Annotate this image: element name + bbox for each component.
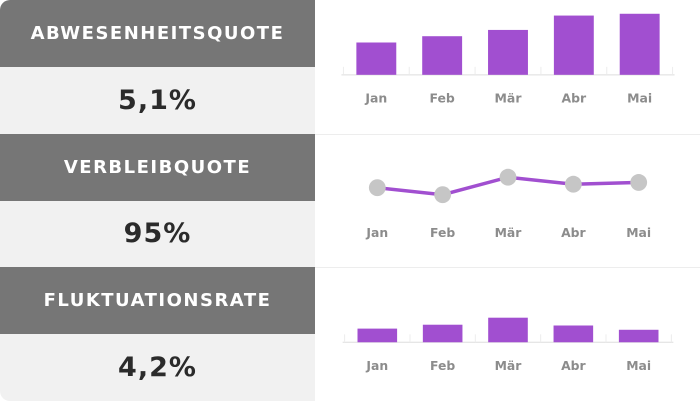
svg-text:Mär: Mär bbox=[495, 359, 523, 373]
svg-text:Feb: Feb bbox=[429, 91, 454, 106]
svg-text:Jan: Jan bbox=[365, 226, 388, 240]
retention-line-chart: Jan Feb Mär Abr Mai bbox=[315, 133, 700, 268]
kpi-title-turnover-rate: FLUKTUATIONSRATE bbox=[0, 267, 315, 335]
kpi-panel-absence: ABWESENHEITSQUOTE 5,1% bbox=[0, 0, 315, 134]
svg-text:Abr: Abr bbox=[561, 359, 586, 373]
svg-text:Jan: Jan bbox=[365, 359, 388, 373]
kpi-value-retention-rate: 95% bbox=[0, 200, 315, 268]
svg-text:Abr: Abr bbox=[561, 226, 586, 240]
kpi-panel-turnover: FLUKTUATIONSRATE 4,2% bbox=[0, 267, 315, 401]
kpi-panel-retention: VERBLEIBQUOTE 95% bbox=[0, 133, 315, 268]
svg-text:Feb: Feb bbox=[430, 226, 455, 240]
svg-text:Mai: Mai bbox=[626, 226, 651, 240]
svg-text:Mär: Mär bbox=[495, 91, 523, 106]
kpi-row-absence: ABWESENHEITSQUOTE 5,1% Jan Feb Mär Abr Mai bbox=[0, 0, 700, 134]
kpi-title-absence-rate: ABWESENHEITSQUOTE bbox=[0, 0, 315, 67]
kpi-value-turnover-rate: 4,2% bbox=[0, 334, 315, 401]
kpi-title-retention-rate: VERBLEIBQUOTE bbox=[0, 133, 315, 201]
kpi-value-absence-rate: 5,1% bbox=[0, 66, 315, 134]
absence-bar-chart: Jan Feb Mär Abr Mai bbox=[315, 0, 700, 134]
svg-text:Jan: Jan bbox=[364, 91, 387, 106]
svg-text:Feb: Feb bbox=[430, 359, 455, 373]
svg-text:Mai: Mai bbox=[626, 359, 651, 373]
kpi-row-retention: VERBLEIBQUOTE 95% Jan Feb Mär Abr Mai bbox=[0, 133, 700, 268]
svg-text:Mär: Mär bbox=[495, 226, 523, 240]
svg-text:Mai: Mai bbox=[627, 91, 652, 106]
kpi-row-turnover: FLUKTUATIONSRATE 4,2% Jan Feb Mär Abr Mai bbox=[0, 267, 700, 401]
svg-text:Abr: Abr bbox=[561, 91, 587, 106]
turnover-bar-chart: Jan Feb Mär Abr Mai bbox=[315, 267, 700, 401]
